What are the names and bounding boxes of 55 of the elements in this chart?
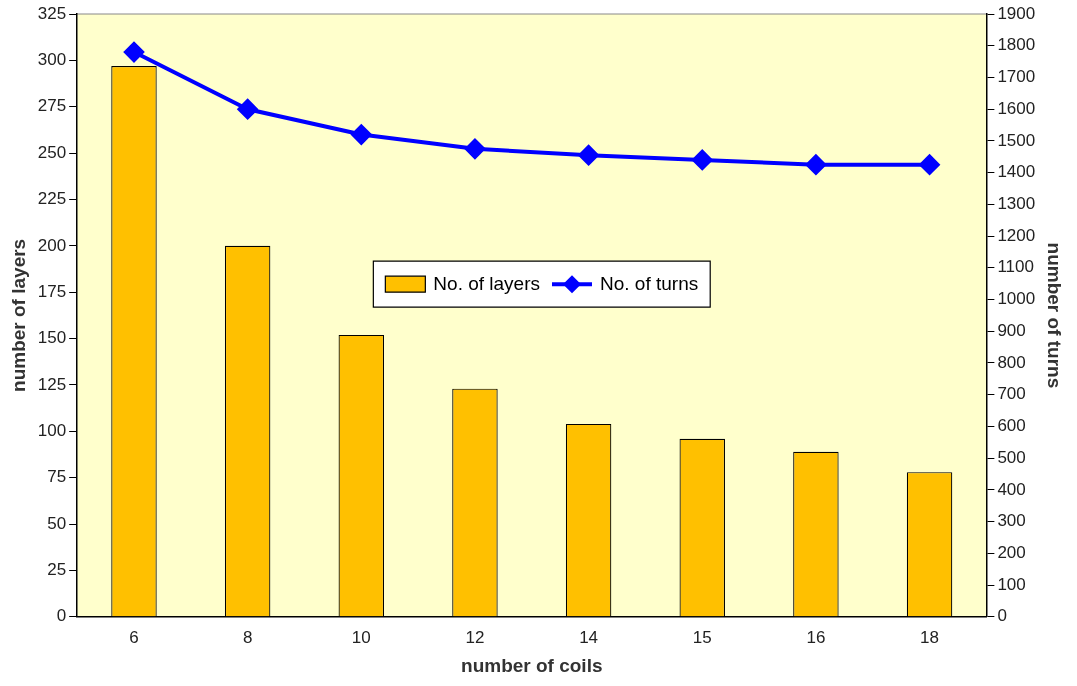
y-tick-label: 100: [37, 421, 67, 441]
point: [578, 145, 599, 166]
y-tick-label: 0: [56, 606, 67, 626]
x-tick-label: 8: [242, 627, 253, 647]
y2-tick-label: 100: [997, 574, 1026, 594]
y2-tick-label: 600: [997, 416, 1026, 436]
y-axis-title: number of layers: [7, 238, 29, 392]
y-tick-label: 50: [47, 513, 67, 533]
y2-tick-label: 200: [997, 543, 1026, 563]
y-tick-label: 250: [37, 142, 67, 162]
y2-tick-label: 1800: [997, 35, 1036, 55]
y2-axis-title: number of turns: [1044, 242, 1066, 389]
point: [805, 154, 826, 175]
y2-tick-label: 500: [997, 447, 1026, 467]
x-tick-label: 15: [692, 627, 712, 647]
y2-tick-label: 900: [997, 320, 1026, 340]
y2-tick-label: 300: [997, 511, 1026, 531]
y2-tick-label: 1500: [997, 130, 1036, 150]
y2-tick-label: 400: [997, 479, 1026, 499]
y-tick-label: 300: [37, 50, 67, 70]
x-tick-label: 16: [806, 627, 826, 647]
y2-tick-label: 1200: [997, 225, 1036, 245]
x-tick-label: 14: [579, 627, 599, 647]
y-tick-label: 200: [37, 235, 67, 255]
y2-tick-label: 0: [997, 606, 1007, 626]
y-tick-label: 275: [37, 96, 67, 116]
y2-tick-label: 1100: [997, 257, 1034, 277]
y2-tick-label: 700: [997, 384, 1026, 404]
y-tick-label: 75: [47, 467, 67, 487]
point: [237, 99, 258, 120]
y-tick-label: 150: [37, 328, 67, 348]
y2-tick-label: 1600: [997, 98, 1036, 118]
y2-tick-label: 1000: [997, 289, 1036, 309]
x-tick-label: 12: [465, 627, 485, 647]
y2-tick-label: 1700: [997, 67, 1036, 87]
x-axis-title: number of coils: [461, 654, 603, 676]
y2-tick-label: 1400: [997, 162, 1036, 182]
point: [692, 149, 713, 170]
y-tick-label: 175: [37, 281, 67, 301]
y-tick-label: 25: [47, 560, 67, 580]
x-tick-label: 6: [129, 627, 139, 647]
y2-tick-label: 800: [997, 352, 1026, 372]
legend-label: No. of turns: [599, 273, 699, 295]
point: [351, 124, 372, 145]
y-tick-label: 125: [37, 374, 67, 394]
x-tick-label: 18: [920, 627, 940, 647]
point: [464, 138, 485, 159]
legend-label: No. of layers: [433, 273, 540, 295]
x-tick-label: 10: [351, 627, 371, 647]
y2-tick-label: 1300: [997, 194, 1036, 214]
y-tick-label: 225: [37, 189, 67, 209]
point: [919, 154, 940, 175]
point: [123, 42, 144, 63]
y2-tick-label: 1900: [997, 3, 1036, 23]
y-tick-label: 325: [37, 3, 67, 23]
